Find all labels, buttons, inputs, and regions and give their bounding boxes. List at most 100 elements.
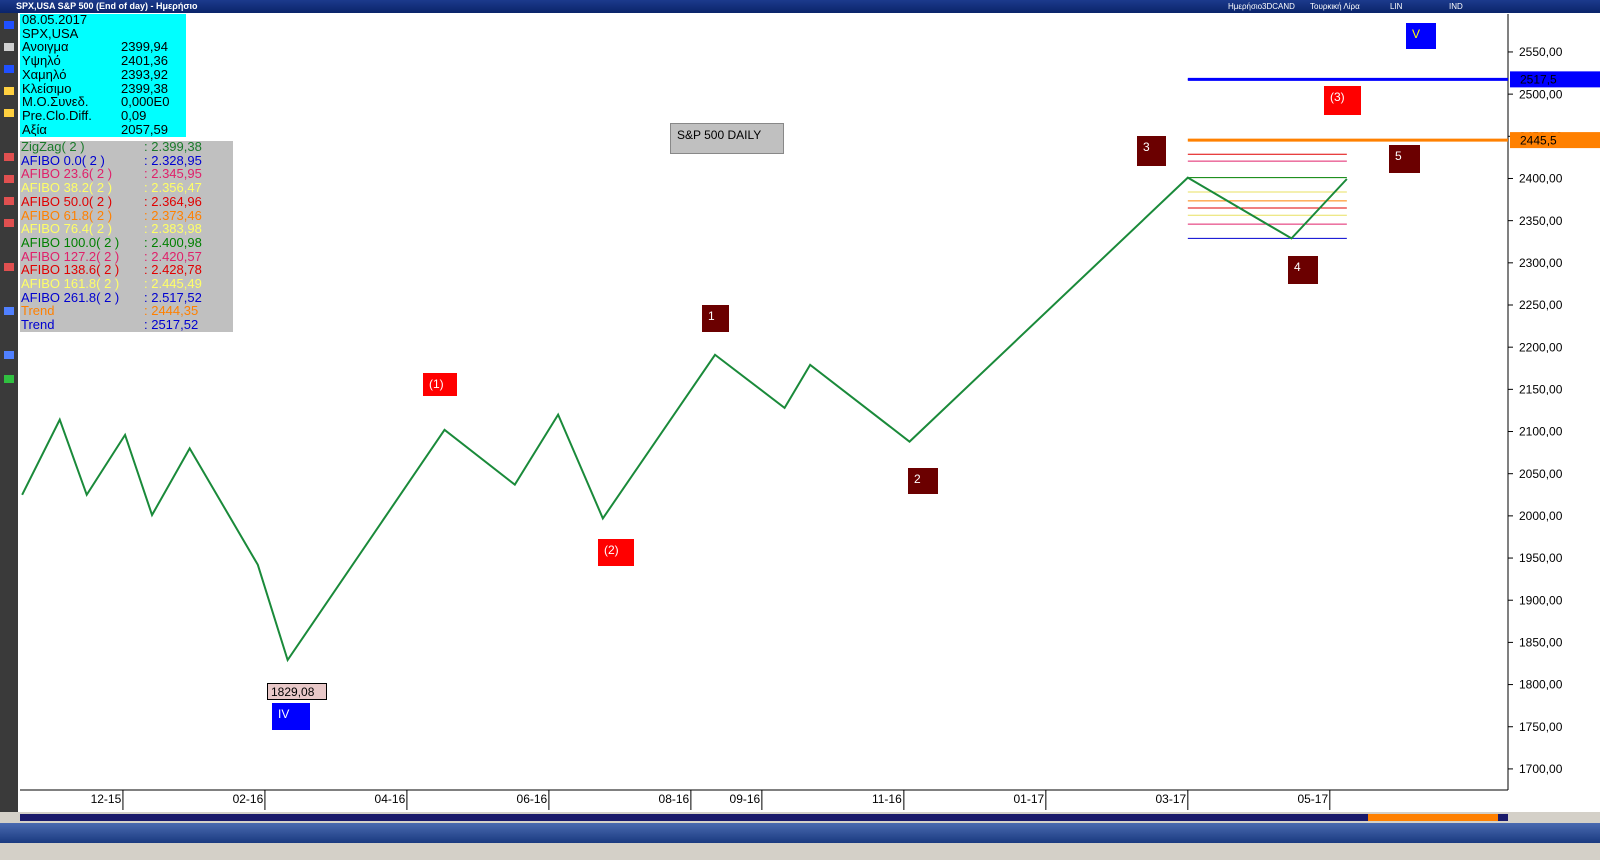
indicator-name: AFIBO 261.8( 2 ) <box>21 289 120 305</box>
x-tick-label: 04-16 <box>375 792 406 806</box>
y-tick-label: 2200,00 <box>1519 340 1563 354</box>
info-value: 2399,94 <box>121 39 168 55</box>
y-tick-label: 2100,00 <box>1519 425 1563 439</box>
tool-icon[interactable] <box>4 21 14 29</box>
bottom-toolbar <box>0 823 1600 843</box>
price-tag <box>1510 71 1600 88</box>
info-value: 2401,36 <box>121 53 168 69</box>
indicator-value: : 2517,52 <box>144 317 199 333</box>
indicator-name: AFIBO 23.6( 2 ) <box>21 166 113 182</box>
chart-title: S&P 500 DAILY <box>670 123 784 154</box>
y-tick-label: 2350,00 <box>1519 214 1563 228</box>
wave-label: V <box>1406 23 1436 49</box>
indicator-value: : 2.428,78 <box>144 262 202 278</box>
toolbar-item[interactable]: LIN <box>1390 2 1403 11</box>
y-tick-label: 1900,00 <box>1519 593 1563 607</box>
tool-icon[interactable] <box>4 219 14 227</box>
info-symbol: SPX,USA <box>22 25 79 41</box>
info-value: 0,09 <box>121 107 147 123</box>
tool-icon[interactable] <box>4 375 14 383</box>
indicator-name: AFIBO 127.2( 2 ) <box>21 248 120 264</box>
info-label: Αξία <box>22 121 47 137</box>
low-label: 1829,08 <box>267 683 327 700</box>
y-tick-label: 2300,00 <box>1519 256 1563 270</box>
indicator-value: : 2.383,98 <box>144 221 202 237</box>
y-tick-label: 2400,00 <box>1519 172 1563 186</box>
y-tick-label: 2150,00 <box>1519 383 1563 397</box>
indicator-value: : 2.517,52 <box>144 289 202 305</box>
title-bar: SPX,USA S&P 500 (End of day) - Ημερήσιο … <box>0 0 1600 13</box>
y-tick-label: 2000,00 <box>1519 509 1563 523</box>
scrollbar[interactable] <box>20 814 1508 821</box>
info-label: Χαμηλό <box>22 66 67 82</box>
indicator-value: : 2.373,46 <box>144 207 202 223</box>
wave-label: (3) <box>1324 86 1361 115</box>
x-axis-band <box>20 791 1508 811</box>
indicator-value: : 2.399,38 <box>144 139 202 154</box>
info-value: 2393,92 <box>121 66 168 82</box>
info-label: Υψηλό <box>22 53 61 69</box>
y-tick-label: 1800,00 <box>1519 678 1563 692</box>
indicator-name: AFIBO 76.4( 2 ) <box>21 221 113 237</box>
indicator-value: : 2.364,96 <box>144 193 202 209</box>
x-tick-label: 02-16 <box>233 792 264 806</box>
x-tick-label: 01-17 <box>1013 792 1044 806</box>
y-tick-label: 2250,00 <box>1519 298 1563 312</box>
x-tick-label: 03-17 <box>1155 792 1186 806</box>
toolbar-item[interactable]: 3DCAND <box>1262 2 1295 11</box>
price-tag-label: 2445,5 <box>1520 133 1557 147</box>
tool-icon[interactable] <box>4 175 14 183</box>
y-tick-label: 2500,00 <box>1519 87 1563 101</box>
wave-label: 3 <box>1137 136 1166 166</box>
info-value: 2399,38 <box>121 80 168 96</box>
tool-icon[interactable] <box>4 65 14 73</box>
y-tick-label: 1950,00 <box>1519 551 1563 565</box>
indicator-name: ZigZag( 2 ) <box>21 139 85 154</box>
info-value: 0,000E0 <box>121 94 170 110</box>
wave-label: IV <box>272 703 310 730</box>
x-tick-label: 09-16 <box>730 792 761 806</box>
toolbar-item[interactable]: IND <box>1449 2 1463 11</box>
price-tag-label: 2517,5 <box>1520 73 1557 87</box>
y-tick-label: 2050,00 <box>1519 467 1563 481</box>
info-date: 08.05.2017 <box>22 12 88 27</box>
indicator-value: : 2444,35 <box>144 303 199 319</box>
indicator-name: AFIBO 100.0( 2 ) <box>21 234 120 250</box>
wave-label: (2) <box>598 539 634 566</box>
bottom-bar <box>0 812 1600 860</box>
wave-label: (1) <box>423 373 457 396</box>
scroll-thumb[interactable] <box>1368 814 1498 821</box>
info-label: Μ.Ο.Συνεδ. <box>22 94 89 110</box>
price-tag <box>1510 132 1600 149</box>
indicator-panel: ZigZag( 2 ): 2.399,38 AFIBO 0.0( 2 ): 2.3… <box>20 139 233 333</box>
wave-label: 2 <box>908 468 938 494</box>
indicator-value: : 2.445,49 <box>144 276 202 291</box>
tool-icon[interactable] <box>4 109 14 117</box>
window-title: SPX,USA S&P 500 (End of day) - Ημερήσιο <box>16 1 198 11</box>
tool-icon[interactable] <box>4 153 14 161</box>
info-label: Κλείσιμο <box>22 80 72 96</box>
zigzag-line <box>21 176 1348 663</box>
toolbar-item[interactable]: Τουρκική Λίρα <box>1310 2 1360 11</box>
tool-icon[interactable] <box>4 43 14 51</box>
x-tick-label: 12-15 <box>91 792 122 806</box>
indicator-value: : 2.328,95 <box>144 152 202 168</box>
tool-icon[interactable] <box>4 351 14 359</box>
toolbar-item[interactable]: Ημερήσιο <box>1228 2 1263 11</box>
tool-icon[interactable] <box>4 263 14 271</box>
tool-icon[interactable] <box>4 307 14 315</box>
y-tick-label: 2550,00 <box>1519 45 1563 59</box>
indicator-value: : 2.356,47 <box>144 180 202 196</box>
tool-icon[interactable] <box>4 197 14 205</box>
wave-label: 4 <box>1288 256 1318 284</box>
x-tick-label: 05-17 <box>1297 792 1328 806</box>
indicator-name: AFIBO 161.8( 2 ) <box>21 276 120 291</box>
x-tick-label: 06-16 <box>517 792 548 806</box>
info-label: Ανοιγμα <box>22 39 69 55</box>
indicator-name: AFIBO 61.8( 2 ) <box>21 207 113 223</box>
x-tick-label: 11-16 <box>872 792 902 806</box>
indicator-name: Trend <box>21 303 55 319</box>
wave-label: 5 <box>1389 145 1420 173</box>
tool-icon[interactable] <box>4 87 14 95</box>
